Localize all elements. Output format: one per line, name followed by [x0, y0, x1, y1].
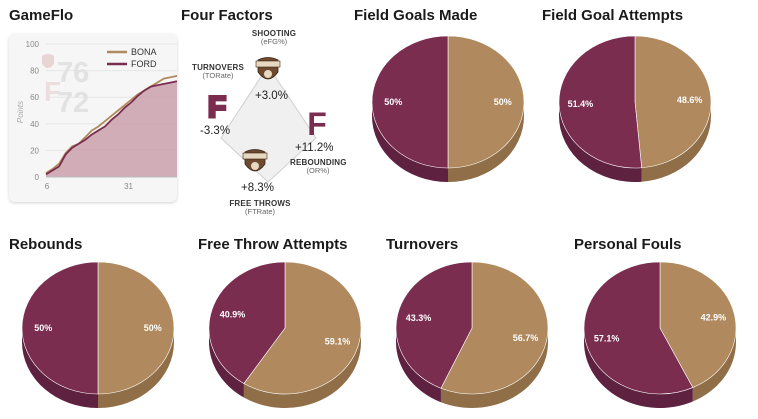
- svg-text:F: F: [208, 91, 226, 121]
- pie-chart: 56.7% 43.3%: [395, 261, 549, 408]
- turnovers-value: -3.3%: [200, 125, 231, 137]
- rebounding-label: REBOUNDING (OR%): [290, 158, 346, 176]
- pie-slice-label: 59.1%: [325, 336, 351, 346]
- shooting-abbr: (eFG%): [260, 37, 288, 47]
- gameflo-xtick: 6: [45, 182, 50, 191]
- bona-slice-side: [243, 328, 361, 408]
- pie-slice-label: 50%: [144, 323, 162, 333]
- four-factors-title: Four Factors: [181, 7, 273, 24]
- bona-slice-side: [641, 102, 711, 182]
- gameflo-ytick: 60: [30, 93, 39, 102]
- gameflo-ytick: 20: [30, 146, 39, 155]
- free-throws-label: FREE THROWS (FTRate): [228, 199, 292, 217]
- pie-title: Free Throw Attempts: [198, 236, 348, 253]
- turnovers-abbr: (TORate): [202, 71, 234, 81]
- ford-slice: [558, 35, 643, 169]
- fordham-logo-rebounding: F: [307, 107, 327, 139]
- ford-slice: [395, 261, 473, 389]
- gameflo-watermark-logo: F: [44, 76, 61, 107]
- ford-slice-side: [584, 328, 693, 408]
- bona-slice: [659, 261, 737, 388]
- pie-slice-label: 50%: [494, 97, 512, 107]
- ford-slice-side: [396, 328, 441, 403]
- gameflo-ytick: 80: [30, 67, 39, 76]
- bona-slice: [243, 261, 362, 395]
- pie-slice-label: 40.9%: [220, 310, 246, 320]
- pie-slice-label: 42.9%: [701, 312, 727, 322]
- gameflo-title: GameFlo: [9, 7, 74, 24]
- ford-slice: [371, 35, 449, 169]
- gameflo-card: 100 80 60 40 20 0 F 76 72 Points 6 31 BONA FORD: [9, 34, 178, 202]
- svg-text:F: F: [208, 91, 226, 121]
- bona-slice: [634, 35, 712, 169]
- gameflo-xtick: 31: [124, 182, 133, 191]
- ford-series-line: [45, 80, 178, 176]
- pie-slice-label: 50%: [384, 97, 402, 107]
- fordham-logo-turnovers: F F: [206, 91, 227, 121]
- pie-slice-label: 50%: [34, 323, 52, 333]
- gameflo-ytick: 100: [26, 40, 40, 49]
- rebounding-name: REBOUNDING: [290, 158, 347, 167]
- turnovers-label: TURNOVERS (TORate): [190, 63, 246, 81]
- shooting-name: SHOOTING: [251, 29, 297, 38]
- pie-title: Field Goals Made: [354, 7, 478, 24]
- legend-label: BONA: [131, 47, 157, 57]
- bona-slice: [447, 35, 525, 169]
- rebounding-abbr: (OR%): [306, 166, 330, 176]
- gameflo-ytick: 40: [30, 120, 39, 129]
- ford-slice-side: [209, 328, 244, 398]
- pie-chart: 50% 50%: [371, 35, 525, 182]
- turnovers-name: TURNOVERS: [191, 63, 245, 72]
- ford-slice: [21, 261, 99, 395]
- ford-area: [46, 81, 177, 177]
- pie-chart: 42.9% 57.1%: [583, 261, 737, 408]
- legend-label: FORD: [131, 59, 157, 69]
- free-throws-abbr: (FTRate): [245, 207, 275, 217]
- gameflo-ytick: 0: [35, 173, 40, 182]
- pie-slice-label: 51.4%: [568, 99, 594, 109]
- pie-chart: 59.1% 40.9%: [208, 261, 362, 408]
- ford-slice: [208, 261, 286, 384]
- bonnies-logo-shooting: [255, 57, 281, 80]
- pie-slice-label: 57.1%: [594, 334, 620, 344]
- gameflo-watermark-logo: [42, 54, 54, 68]
- svg-text:F: F: [307, 107, 327, 139]
- pie-chart: 50% 50%: [21, 261, 175, 408]
- free-throws-value: +8.3%: [241, 182, 274, 194]
- ford-slice-side: [559, 102, 642, 182]
- pie-title: Field Goal Attempts: [542, 7, 684, 24]
- pie-title: Rebounds: [9, 236, 83, 253]
- free-throws-name: FREE THROWS: [229, 199, 291, 208]
- bona-series-line: [45, 75, 178, 174]
- gameflo-ylabel: Points: [16, 101, 25, 123]
- shooting-label: SHOOTING (eFG%): [244, 29, 304, 47]
- shooting-value: +3.0%: [255, 90, 288, 102]
- bona-slice: [97, 261, 175, 395]
- bona-slice-side: [440, 328, 548, 408]
- pie-slice-label: 48.6%: [677, 95, 703, 105]
- pie-slice-label: 43.3%: [406, 313, 432, 323]
- bona-slice: [440, 261, 549, 395]
- bonnies-logo-free-throws: [242, 149, 268, 172]
- rebounding-value: +11.2%: [295, 142, 334, 154]
- pie-title: Turnovers: [386, 236, 459, 253]
- pie-slice-label: 56.7%: [513, 333, 539, 343]
- bona-slice-side: [692, 328, 736, 402]
- gameflo-watermark-score: 72: [57, 87, 89, 119]
- pie-title: Personal Fouls: [574, 236, 682, 253]
- gameflo-watermark-score: 76: [57, 57, 89, 89]
- pie-chart: 48.6% 51.4%: [558, 35, 712, 182]
- ford-slice: [583, 261, 694, 395]
